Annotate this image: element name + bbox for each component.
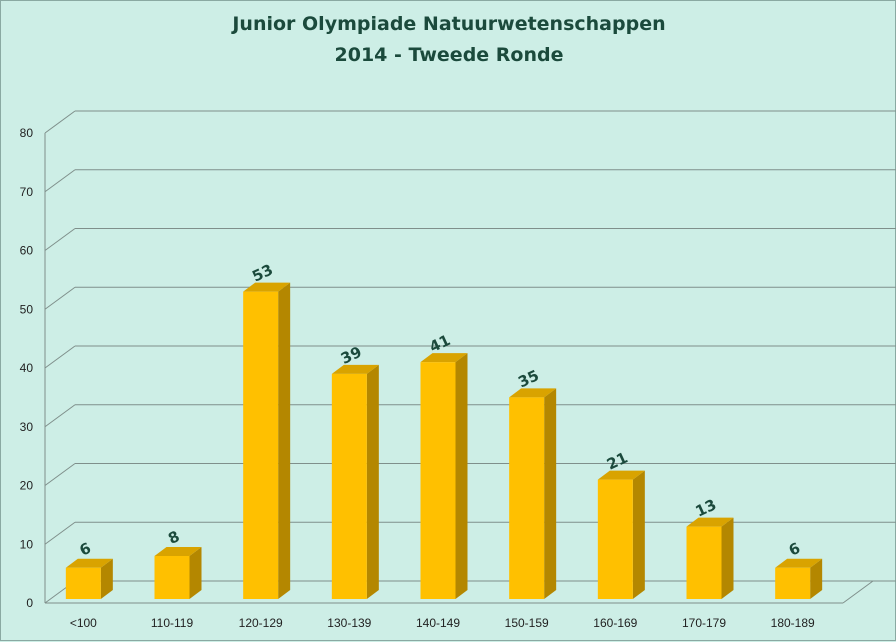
- x-tick-label: 150-159: [505, 616, 549, 630]
- x-tick-label: 130-139: [327, 616, 371, 630]
- bar: [243, 291, 279, 599]
- x-tick-label: 110-119: [151, 616, 194, 630]
- x-tick-label: 170-179: [682, 616, 726, 630]
- gridline-depth: [44, 404, 76, 428]
- x-tick-label: 160-169: [593, 616, 637, 630]
- bar-side: [100, 558, 113, 599]
- x-tick-label: <100: [70, 616, 97, 630]
- data-label: 6: [77, 539, 94, 560]
- bar-side: [810, 558, 823, 599]
- chart-title: Junior Olympiade Natuurwetenschappen: [232, 13, 666, 35]
- gridline-depth: [44, 521, 76, 545]
- bar-side: [721, 517, 734, 599]
- bar: [775, 567, 811, 599]
- y-tick-label: 20: [20, 479, 34, 493]
- data-label: 39: [338, 343, 365, 368]
- bar-side: [455, 353, 468, 599]
- bar-top: [597, 470, 645, 480]
- bar: [154, 556, 190, 599]
- y-tick-label: 70: [20, 185, 34, 199]
- bar: [420, 362, 456, 599]
- gridline-depth: [44, 228, 76, 251]
- bar-top: [331, 364, 379, 374]
- bar-side: [632, 470, 645, 599]
- bar: [597, 479, 633, 599]
- gridline-depth: [44, 286, 76, 310]
- bar-top: [686, 517, 734, 527]
- bar: [509, 397, 545, 599]
- gridline-depth: [44, 463, 76, 486]
- bar-side: [544, 388, 557, 599]
- x-tick-label: 120-129: [239, 616, 283, 630]
- y-tick-label: 30: [20, 420, 34, 434]
- y-tick-label: 50: [20, 302, 34, 316]
- y-tick-label: 0: [26, 596, 33, 610]
- y-tick-label: 60: [20, 244, 34, 258]
- data-label: 13: [693, 496, 720, 521]
- data-label: 6: [786, 539, 803, 560]
- bar: [686, 526, 722, 599]
- bar-top: [154, 547, 202, 556]
- x-tick-label: 180-189: [771, 616, 815, 630]
- bar-side: [189, 547, 202, 599]
- bar: [65, 567, 101, 599]
- gridline-depth: [44, 345, 76, 369]
- x-tick-label: 140-149: [416, 616, 460, 630]
- data-label: 35: [515, 366, 542, 391]
- bar-top: [65, 558, 113, 568]
- y-tick-label: 80: [20, 126, 34, 140]
- bar-top: [775, 558, 823, 568]
- gridline-depth: [44, 110, 76, 134]
- data-label: 41: [427, 331, 454, 356]
- bar-top: [420, 353, 468, 363]
- bar: [331, 373, 367, 599]
- bar-side: [366, 364, 379, 599]
- data-label: 53: [249, 261, 276, 286]
- data-label: 21: [604, 449, 631, 474]
- y-tick-label: 10: [20, 537, 34, 551]
- chart-subtitle: 2014 - Tweede Ronde: [334, 44, 564, 66]
- gridline-depth: [44, 169, 76, 193]
- bar-side: [278, 282, 291, 599]
- floor-edge: [842, 580, 874, 604]
- bar-top: [509, 388, 557, 398]
- bar-top: [243, 282, 291, 292]
- data-label: 8: [165, 527, 182, 548]
- y-tick-label: 40: [20, 361, 34, 375]
